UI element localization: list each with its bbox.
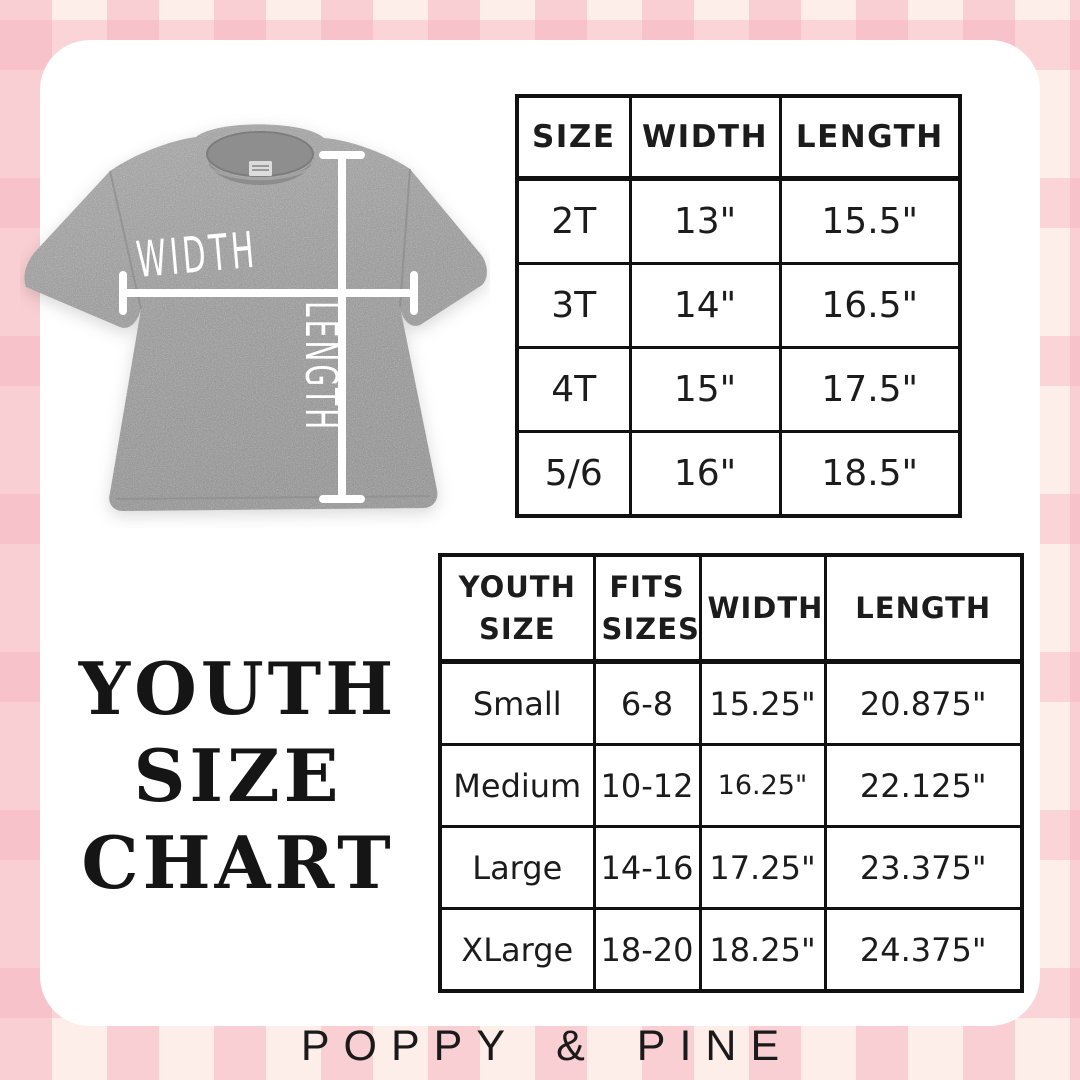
table-cell: 3T — [515, 262, 632, 349]
table-cell: Large — [438, 825, 596, 910]
table-cell: 5/6 — [515, 430, 632, 518]
table-cell: Small — [438, 660, 596, 746]
tshirt-graphic: WIDTH LENGTH — [24, 124, 487, 512]
table-cell: 16.5" — [778, 262, 962, 349]
table-cell: 18.5" — [778, 430, 962, 518]
length-label: LENGTH — [295, 301, 348, 432]
table-cell: 6-8 — [592, 660, 702, 746]
measurement-labels: WIDTH LENGTH — [134, 221, 348, 433]
table-row: Medium 10-12 16.25" 22.125" — [438, 743, 1024, 828]
table-cell: 16.25" — [698, 743, 827, 828]
tshirt-body — [24, 124, 487, 512]
column-header: SIZE — [515, 94, 632, 181]
table-cell: 20.875" — [823, 660, 1024, 746]
table-cell: 4T — [515, 346, 632, 433]
width-label: WIDTH — [134, 221, 260, 289]
table-cell: Medium — [438, 743, 596, 828]
table-cell: 2T — [515, 177, 632, 265]
table-cell: 17.5" — [778, 346, 962, 433]
title-line: SIZE — [133, 733, 343, 818]
table-cell: 15.5" — [778, 177, 962, 265]
table-row: 5/6 16" 18.5" — [515, 430, 962, 518]
table-cell: 18.25" — [698, 907, 827, 993]
table-cell: 14" — [628, 262, 782, 349]
table-cell: 22.125" — [823, 743, 1024, 828]
table-cell: 18-20 — [592, 907, 702, 993]
measurement-lines — [119, 151, 418, 503]
table-row: Small 6-8 15.25" 20.875" — [438, 660, 1024, 746]
table-cell: 16" — [628, 430, 782, 518]
column-header: YOUTH SIZE — [438, 553, 596, 664]
brand-name: POPPY & PINE — [300, 1022, 794, 1070]
title-line: YOUTH — [78, 646, 398, 731]
youth-size-table: YOUTH SIZE FITS SIZES WIDTH LENGTH Small 6-8… — [438, 553, 1024, 993]
header-row: SIZE WIDTH LENGTH — [515, 94, 962, 181]
header-row: YOUTH SIZE FITS SIZES WIDTH LENGTH — [438, 553, 1024, 664]
page-title: YOUTH SIZE CHART — [57, 645, 419, 906]
table-row: Large 14-16 17.25" 23.375" — [438, 825, 1024, 910]
column-header: LENGTH — [823, 553, 1024, 664]
toddler-size-table: SIZE WIDTH LENGTH 2T 13" 15.5" 3T 14" 16.5" 4T 15… — [515, 94, 962, 518]
table-row: 4T 15" 17.5" — [515, 346, 962, 433]
title-line: CHART — [81, 820, 395, 905]
table-cell: XLarge — [438, 907, 596, 993]
table-cell: 10-12 — [592, 743, 702, 828]
table-cell: 17.25" — [698, 825, 827, 910]
collar-opening — [207, 133, 313, 177]
table-cell: 15.25" — [698, 660, 827, 746]
column-header: FITS SIZES — [592, 553, 702, 664]
neck-label-tag — [249, 161, 272, 176]
table-cell: 24.375" — [823, 907, 1024, 993]
column-header: WIDTH — [698, 553, 827, 664]
table-cell: 14-16 — [592, 825, 702, 910]
table-row: 3T 14" 16.5" — [515, 262, 962, 349]
column-header: WIDTH — [628, 94, 782, 181]
table-cell: 13" — [628, 177, 782, 265]
table-cell: 23.375" — [823, 825, 1024, 910]
table-row: XLarge 18-20 18.25" 24.375" — [438, 907, 1024, 993]
column-header: LENGTH — [778, 94, 962, 181]
table-cell: 15" — [628, 346, 782, 433]
table-row: 2T 13" 15.5" — [515, 177, 962, 265]
tshirt-measurement-image: WIDTH LENGTH — [20, 103, 490, 528]
